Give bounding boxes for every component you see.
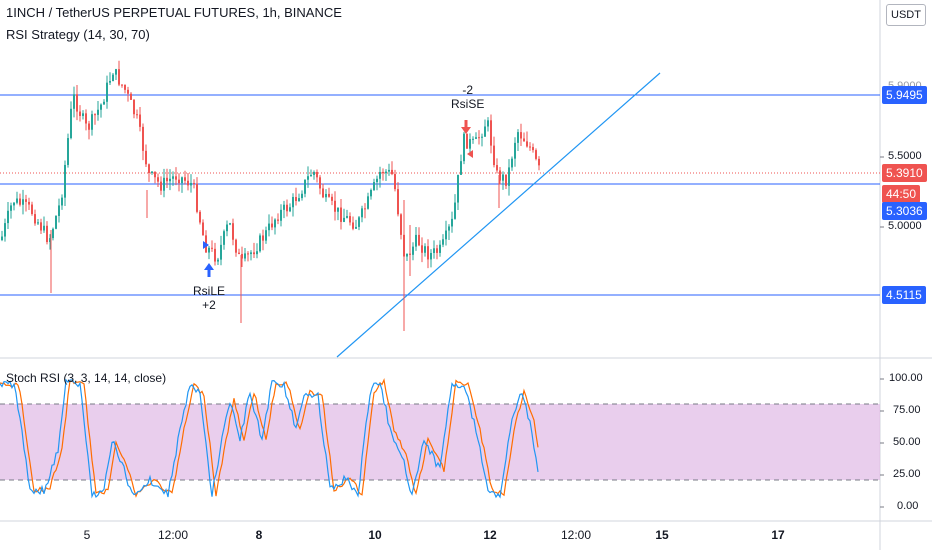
time-label: 5 <box>83 528 91 542</box>
stoch-tick: 25.00 <box>893 468 921 480</box>
time-label: 12 <box>483 528 497 542</box>
stoch-d-line <box>0 377 539 498</box>
short-entry-qty: -2 <box>462 83 473 97</box>
price-tag-support-lower: 4.5115 <box>882 286 926 304</box>
indicator-legend[interactable]: Stoch RSI (3, 3, 14, 14, close) <box>6 371 167 385</box>
time-label: 17 <box>771 528 785 542</box>
long-entry-label: RsiLE +2 <box>193 284 225 312</box>
time-label: 12:00 <box>157 528 189 542</box>
stoch-tick: 50.00 <box>893 436 921 448</box>
stoch-tick: 75.00 <box>893 404 921 416</box>
short-entry-name: RsiSE <box>451 97 485 111</box>
bar-countdown: 44:50 <box>882 185 921 203</box>
long-entry-marker <box>203 241 214 277</box>
price-tick: 5.0000 <box>888 220 922 232</box>
time-label: 8 <box>255 528 263 542</box>
short-entry-marker <box>461 120 473 158</box>
time-label: 10 <box>368 528 382 542</box>
price-tick-partial: 5.9000 <box>888 80 922 86</box>
strategy-legend[interactable]: RSI Strategy (14, 30, 70) <box>6 27 150 42</box>
trend-line[interactable] <box>336 72 661 358</box>
price-tag-resistance: 5.9495 <box>882 86 927 104</box>
long-entry-qty: +2 <box>202 298 216 312</box>
stoch-band <box>0 404 880 480</box>
price-tag-last: 5.3910 <box>882 164 927 182</box>
stoch-tick: 0.00 <box>897 500 919 512</box>
chart-title: 1INCH / TetherUS PERPETUAL FUTURES, 1h, … <box>6 5 342 20</box>
price-tag-support: 5.3036 <box>882 202 927 220</box>
long-entry-name: RsiLE <box>193 284 226 298</box>
price-tick: 5.5000 <box>888 150 922 162</box>
currency-button[interactable]: USDT <box>886 4 926 26</box>
stoch-tick: 100.00 <box>889 372 923 384</box>
time-label: 12:00 <box>560 528 592 542</box>
stoch-k-line <box>0 378 539 499</box>
short-entry-label: -2 RsiSE <box>451 83 484 111</box>
time-label: 15 <box>655 528 669 542</box>
